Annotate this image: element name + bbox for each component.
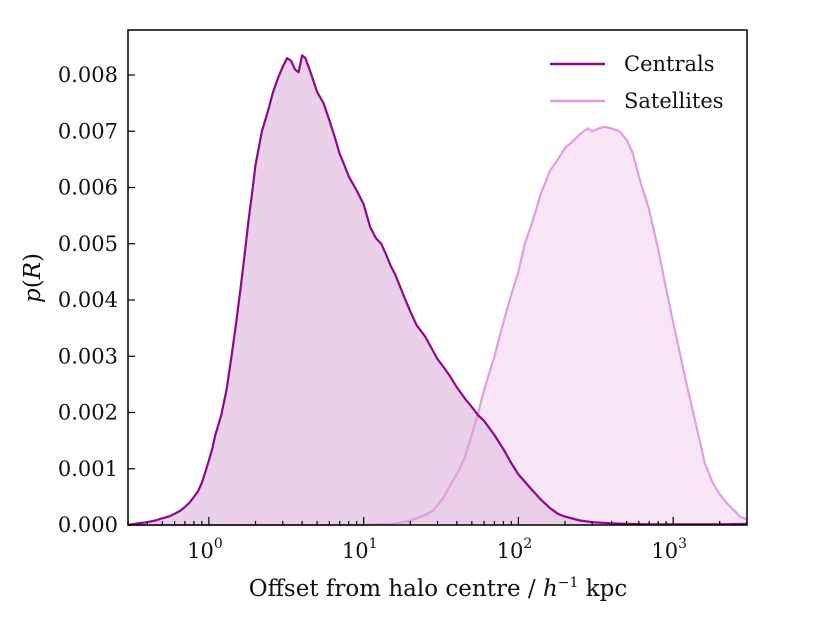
area-layer bbox=[128, 55, 747, 526]
xtick-label: 100 bbox=[187, 536, 223, 563]
tick-layer bbox=[127, 74, 748, 526]
xtick-label-layer: 100 101 102 103 bbox=[187, 536, 687, 563]
ytick-label: 0.006 bbox=[58, 176, 118, 200]
legend-label-centrals: Centrals bbox=[624, 52, 715, 76]
ytick-label: 0.005 bbox=[58, 232, 118, 256]
line-layer bbox=[127, 54, 748, 527]
xtick-label: 103 bbox=[651, 536, 687, 563]
line-centrals bbox=[127, 54, 748, 527]
ytick-label: 0.004 bbox=[58, 288, 118, 312]
ytick-label: 0.002 bbox=[58, 401, 118, 425]
ytick-label: 0.003 bbox=[58, 344, 118, 368]
legend-label-satellites: Satellites bbox=[624, 89, 724, 113]
area-satellites bbox=[128, 126, 747, 526]
ytick-label: 0.001 bbox=[58, 457, 118, 481]
ytick-label: 0.008 bbox=[58, 63, 118, 87]
area-centrals bbox=[128, 55, 747, 526]
ytick-label-layer: 0.000 0.001 0.002 0.003 0.004 0.005 0.006 0.007… bbox=[58, 63, 118, 537]
ytick-label: 0.007 bbox=[58, 119, 118, 143]
line-satellites bbox=[128, 125, 748, 527]
xtick-label: 101 bbox=[342, 536, 378, 563]
legend: Centrals Satellites bbox=[550, 52, 724, 113]
x-axis-label: Offset from halo centre / h−1 kpc bbox=[249, 575, 628, 602]
y-axis-label: p(R) bbox=[20, 253, 46, 303]
ytick-label: 0.000 bbox=[58, 513, 118, 537]
xtick-label: 102 bbox=[497, 536, 533, 563]
